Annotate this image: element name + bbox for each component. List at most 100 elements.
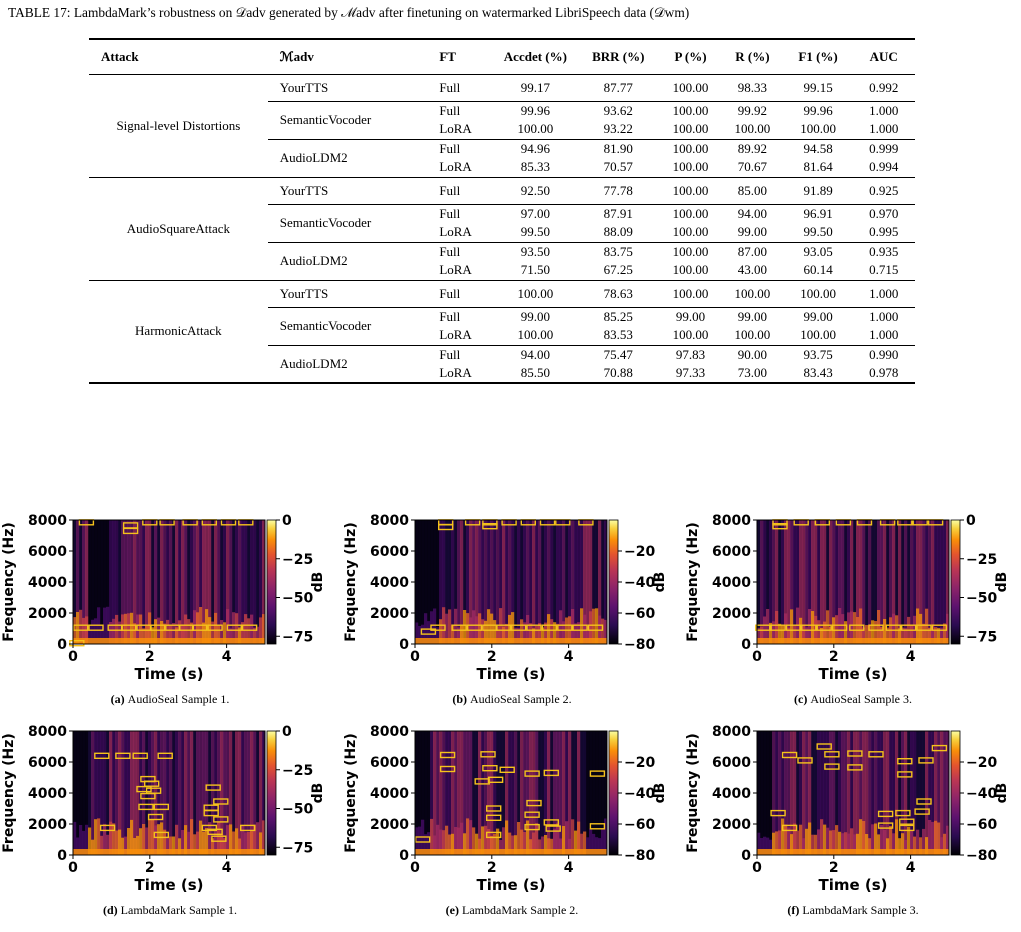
spectrogram-low-band [871,824,875,855]
spectrogram-column [94,731,98,855]
spectrogram-column [130,520,134,644]
value-cell: 94.00 85.50 [494,344,577,384]
spectrogram-column [583,520,587,644]
spectrogram-column [100,731,104,855]
spectrogram-low-band [76,612,80,644]
spectrogram-column [547,520,551,644]
spectrogram-column [523,731,527,855]
watermark-box [868,624,884,631]
spectrogram-column [895,731,899,855]
spectrogram-column [547,731,551,855]
spectrogram-low-band [925,608,929,644]
spectrogram-column [487,731,491,855]
spectrogram-panel-e: 0 2000 4000 6000 8000 0 2 4 Time (s) Frequency (H… [343,724,668,917]
y-tick-label: 4000 [28,786,67,802]
spectrogram-column [787,520,791,644]
spectrogram-column [526,520,530,644]
spectrogram-column [478,731,482,855]
colorbar-tick-label: −75 [282,629,313,645]
spectrogram-column [910,520,914,644]
spectrogram-low-band [175,824,179,855]
spectrogram-low-band [901,833,905,855]
spectrogram-column [247,731,251,855]
watermark-box [524,823,540,831]
y-axis-label: Frequency (Hz) [685,733,701,852]
spectrogram-column [136,731,140,855]
spectrogram-column [772,731,776,855]
spectrogram-low-band [418,826,422,855]
value-cell: 87.00 43.00 [720,241,784,280]
spectrogram-low-band [841,833,845,855]
spectrogram-low-band [478,838,482,855]
model-cell: AudioLDM2 [267,344,428,384]
spectrogram-low-band [436,627,440,644]
spectrogram-column [79,731,83,855]
spectrogram-low-band [430,611,434,644]
results-table: Attack ℳadv FT Accdet (%) BRR (%) P (%) … [89,38,915,384]
subfigure-caption: (d) LambdaMark Sample 1. [103,903,237,917]
watermark-box [420,628,437,635]
x-tick-label: 4 [222,649,232,665]
spectrogram-low-band [91,619,95,644]
spectrogram-low-band [184,614,188,644]
spectrogram-low-band [193,610,197,644]
colorbar-tick-label: −75 [282,840,313,856]
spectrogram-low-band [793,625,797,644]
watermark-box [157,752,173,760]
spectrogram-column [85,731,89,855]
spectrogram-column [859,731,863,855]
spectrogram-column [97,520,101,644]
watermark-box [899,824,915,832]
attack-cell: Signal-level Distortions [89,74,268,178]
spectrogram-column [868,731,872,855]
spectrogram-low-band [865,625,869,644]
spectrogram-low-band [859,608,863,644]
spectrogram-column [820,731,824,855]
spectrogram-column [814,731,818,855]
spectrogram-column [595,520,599,644]
spectrogram-low-band [580,833,584,855]
spectrogram-column [778,731,782,855]
ft-cell: Full [439,79,461,95]
x-tick-label: 2 [145,649,155,665]
spectrogram-column [544,731,548,855]
spectrogram-low-band [514,835,518,855]
spectrogram-column [562,731,566,855]
spectrogram-low-band [862,627,866,644]
watermark-box [543,769,559,777]
x-tick-label: 2 [145,860,155,876]
spectrogram-low-band [490,835,494,855]
spectrogram-low-band [244,614,248,644]
spectrogram-column [793,520,797,644]
watermark-box [495,624,511,631]
x-tick-label: 0 [752,649,762,665]
spectrogram-low-band [760,838,764,855]
spectrogram-column [790,731,794,855]
spectrogram-column [922,731,926,855]
spectrogram-column [523,520,527,644]
spectrogram-column [229,520,233,644]
spectrogram-column [418,520,422,644]
spectrogram-low-band [130,819,134,855]
spectrogram-low-band [799,824,803,855]
spectrogram-column [472,731,476,855]
model-cell: YourTTS [267,279,428,307]
spectrogram-column [163,520,167,644]
spectrogram-column [505,520,509,644]
spectrogram-low-band [898,838,902,855]
y-tick-label: 2000 [28,817,67,833]
spectrogram-low-band [916,829,920,855]
watermark-box [589,823,606,830]
model-cell: YourTTS [267,176,428,204]
spectrogram-low-band [868,625,872,644]
spectrogram-low-band [844,832,848,855]
spectrogram-low-band [778,830,782,855]
spectrogram-column [73,731,77,855]
watermark-box [847,764,863,771]
spectrogram-column [577,731,581,855]
watermark-box [207,828,223,835]
spectrogram-column [811,520,815,644]
spectrogram-low-band [451,833,455,855]
spectrogram-column [916,520,920,644]
spectrogram-column [211,520,215,644]
